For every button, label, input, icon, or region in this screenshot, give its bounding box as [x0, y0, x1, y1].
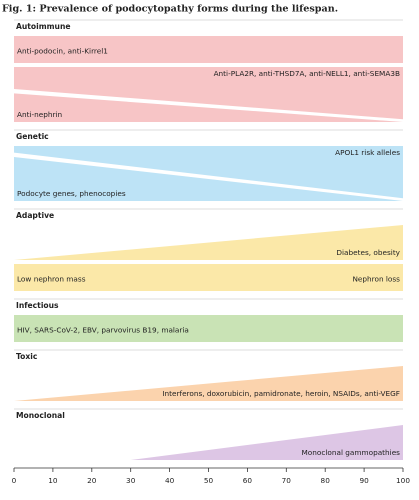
x-tick-label: 50	[204, 476, 214, 485]
band-label: Low nephron mass	[17, 275, 86, 284]
band	[14, 146, 403, 199]
group-header: Infectious	[16, 301, 59, 310]
x-tick-label: 80	[321, 476, 331, 485]
band-label: Interferons, doxorubicin, pamidronate, h…	[162, 389, 400, 398]
band-label: Anti-nephrin	[17, 110, 62, 119]
band	[14, 93, 403, 122]
chart-title: Fig. 1: Prevalence of podocytopathy form…	[2, 4, 338, 15]
band	[14, 225, 403, 260]
group-header: Genetic	[16, 132, 49, 141]
band-label: APOL1 risk alleles	[335, 148, 400, 157]
x-tick-label: 10	[48, 476, 58, 485]
band	[14, 67, 403, 120]
group-header: Monoclonal	[16, 411, 65, 420]
band-label: Podocyte genes, phenocopies	[17, 189, 126, 198]
band-label: Diabetes, obesity	[336, 248, 400, 257]
x-tick-label: 0	[12, 476, 17, 485]
x-tick-label: 100	[396, 476, 410, 485]
group-header: Adaptive	[16, 211, 54, 220]
band	[14, 36, 403, 63]
band-label: HIV, SARS-CoV-2, EBV, parvovirus B19, ma…	[17, 326, 189, 335]
band-label: Nephron loss	[352, 275, 400, 284]
band	[14, 157, 403, 201]
band	[14, 366, 403, 401]
band	[14, 264, 403, 291]
x-tick-label: 70	[282, 476, 292, 485]
band	[14, 315, 403, 342]
band-label: Monoclonal gammopathies	[302, 448, 401, 457]
x-tick-label: 60	[243, 476, 253, 485]
group-header: Toxic	[16, 352, 37, 361]
group-header: Autoimmune	[16, 22, 71, 31]
x-tick-label: 90	[359, 476, 369, 485]
x-tick-label: 40	[165, 476, 175, 485]
x-tick-label: 20	[87, 476, 97, 485]
band-label: Anti-podocin, anti-Kirrel1	[17, 47, 108, 56]
band-label: Anti-PLA2R, anti-THSD7A, anti-NELL1, ant…	[214, 69, 400, 78]
x-tick-label: 30	[126, 476, 136, 485]
band	[130, 425, 403, 460]
